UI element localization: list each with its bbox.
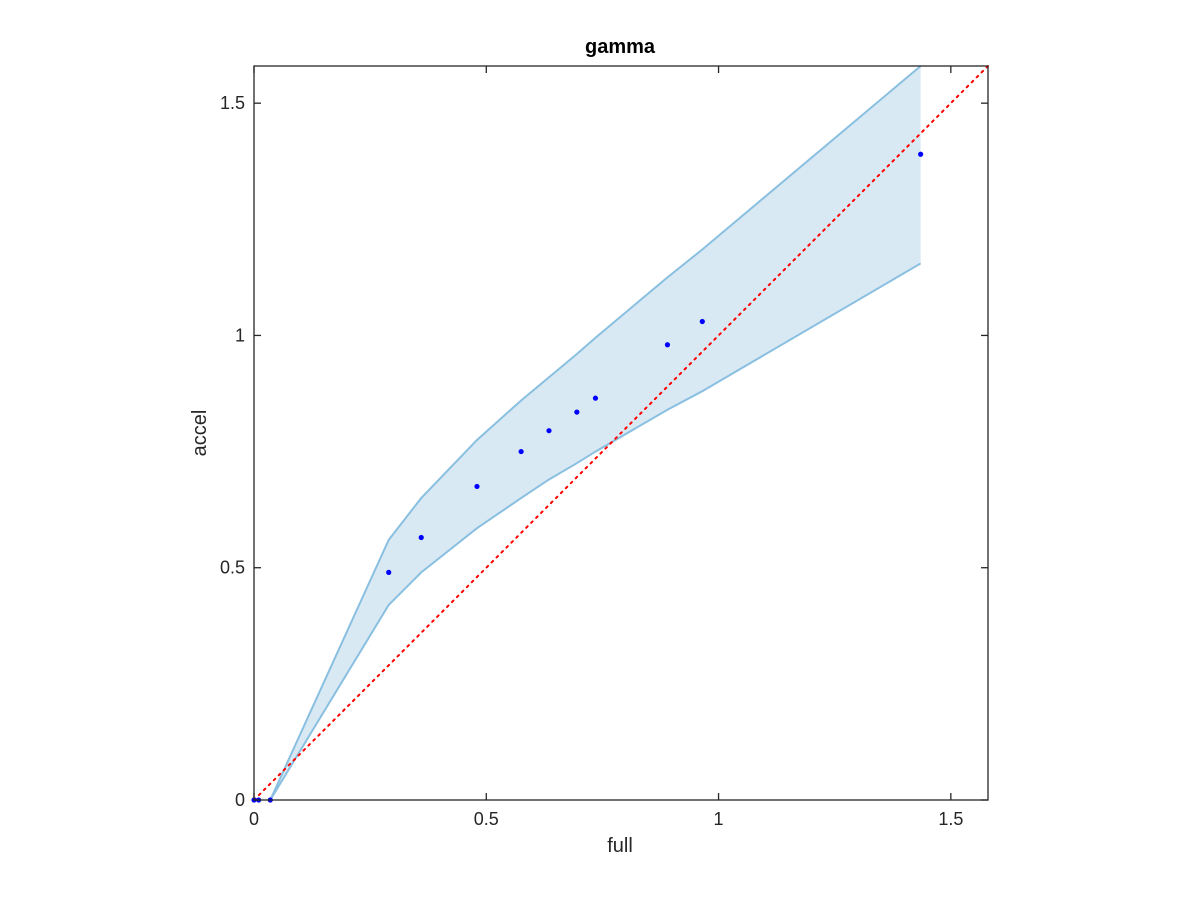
data-point	[418, 534, 424, 541]
x-tick-label: 0.5	[474, 809, 499, 829]
band-lower-edge	[269, 262, 922, 801]
data-point	[592, 395, 599, 401]
data-point	[546, 428, 552, 434]
confidence-band	[270, 66, 921, 800]
x-tick-label: 0	[249, 809, 259, 829]
y-tick-label: 0.5	[220, 558, 245, 578]
data-point	[664, 342, 671, 348]
x-tick-label: 1	[714, 809, 724, 829]
chart-title: gamma	[585, 36, 656, 58]
data-point	[699, 318, 705, 325]
y-tick-label: 0	[235, 790, 245, 810]
plot-area	[251, 65, 989, 803]
band-upper-edge	[269, 65, 922, 801]
y-tick-label: 1.5	[220, 93, 245, 113]
data-point	[386, 569, 392, 575]
x-tick-label: 1.5	[938, 809, 963, 829]
data-point	[574, 409, 580, 415]
data-point	[474, 483, 480, 490]
data-point	[918, 151, 924, 157]
reference-line	[253, 65, 989, 801]
data-point	[518, 448, 524, 455]
y-axis-label: accel	[189, 410, 211, 457]
axis-ticks: 0 0.5 1 1.5 0 0.5 1 1.5	[220, 66, 988, 829]
axes-box	[253, 65, 989, 801]
x-axis-label: full	[607, 835, 633, 857]
y-tick-label: 1	[235, 325, 245, 345]
